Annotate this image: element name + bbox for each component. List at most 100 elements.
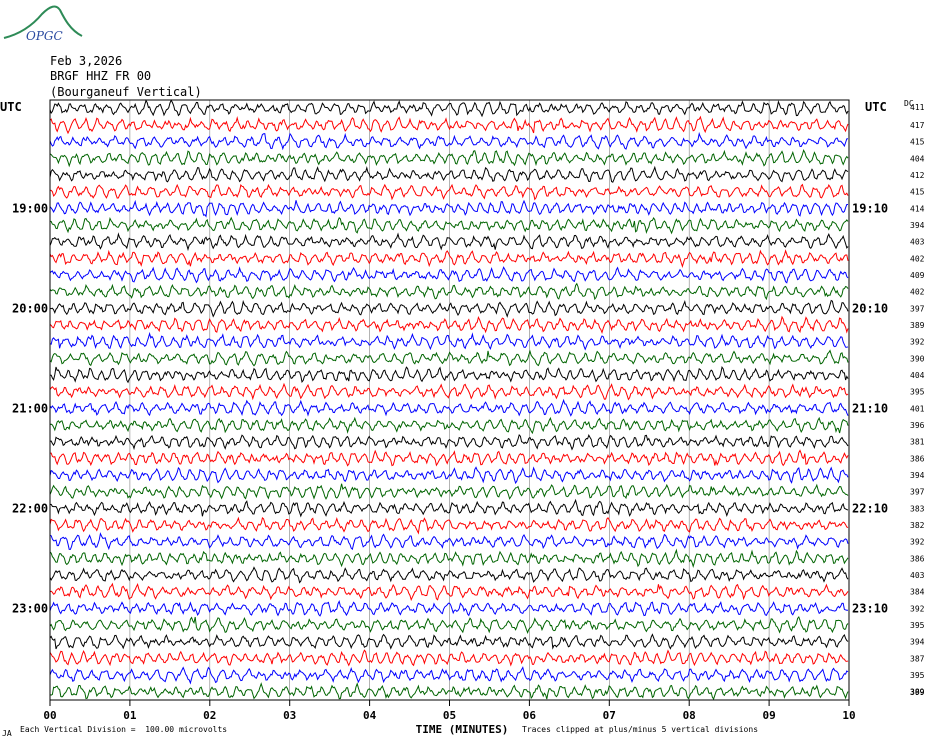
dc-offset-label: 392 [910,338,925,347]
trace-row [49,466,849,485]
left-utc-label: UTC [0,100,22,114]
trace-row [49,433,849,451]
minute-grid [129,100,770,700]
dc-offset-label: 386 [910,454,925,463]
dc-offset-label: 414 [910,204,925,213]
x-axis-ticks: 00 01 02 03 04 05 06 07 08 09 10 [43,700,856,722]
dc-offset-label: 392 [910,538,925,547]
trace-row [49,382,849,401]
dc-offset-label: 394 [910,471,925,480]
dc-offset-label: 396 [910,421,925,430]
right-time-label: 22:10 [852,501,888,515]
dc-offset-label: 382 [910,521,925,530]
dc-offset-label: 399 [910,688,925,697]
trace-row [49,149,849,168]
trace-row [49,315,849,335]
right-utc-label: UTC [865,100,887,114]
trace-row [49,115,849,135]
dc-offset-label: 397 [910,488,925,497]
trace-row [49,416,849,435]
footer-clip-note: Traces clipped at plus/minus 5 vertical … [522,725,759,734]
header-location: (Bourganeuf Vertical) [50,85,202,99]
trace-row [49,349,849,367]
dc-offset-label: 389 [910,321,925,330]
x-tick-label: 08 [683,709,696,722]
trace-row [49,365,849,384]
footer-scale-note: Each Vertical Division = 100.00 microvol… [20,725,228,734]
trace-row [49,483,849,500]
dc-offset-label: 403 [910,571,925,580]
header-station: BRGF HHZ FR 00 [50,69,152,83]
x-tick-label: 10 [842,709,855,722]
dc-offset-label: 415 [910,138,925,147]
left-time-label: 21:00 [12,401,48,415]
header-date: Feb 3,2026 [50,54,123,68]
trace-row [50,449,849,467]
dc-offset-label: 411 [910,103,925,112]
dc-offset-labels: 411 417 415 404 412 415 414 394 403 402 409 402 397 3… [910,103,925,697]
trace-row [49,566,849,584]
trace-row [49,183,849,201]
trace-row [49,649,849,667]
trace-row [49,532,849,551]
dc-offset-label: 417 [910,121,925,130]
x-tick-label: 04 [363,709,377,722]
dc-offset-label: 386 [910,554,925,563]
dc-offset-label: 395 [910,388,925,397]
trace-row [49,548,849,569]
left-time-label: 20:00 [12,301,48,315]
dc-offset-label: 395 [910,621,925,630]
trace-row [49,216,849,235]
trace-row [49,165,849,183]
left-time-label: 22:00 [12,501,48,515]
footer-scale-prefix: JA [2,729,12,738]
trace-row [49,249,849,268]
right-time-label: 23:10 [852,601,888,615]
dc-offset-label: 403 [910,238,925,247]
dc-offset-label: 409 [910,271,925,280]
left-time-label: 23:00 [12,601,48,615]
x-tick-label: 05 [443,709,456,722]
seismic-traces [49,99,849,701]
trace-row [49,398,849,417]
dc-offset-label: 381 [910,438,925,447]
dc-offset-label: 389 [910,688,925,697]
trace-row [49,99,849,118]
trace-row [49,266,849,284]
dc-offset-label: 404 [910,371,925,380]
logo-text: OPGC [26,29,63,43]
left-time-label: 19:00 [12,201,48,215]
dc-offset-label: 395 [910,671,925,680]
dc-offset-label: 394 [910,638,925,647]
trace-row [49,666,849,685]
trace-row [49,682,849,701]
dc-offset-label: 394 [910,221,925,230]
trace-row [49,299,849,318]
dc-offset-label: 384 [910,588,925,597]
trace-row [49,232,849,252]
x-tick-label: 03 [283,709,296,722]
right-time-label: 20:10 [852,301,888,315]
dc-label: DC [904,99,914,108]
dc-offset-label: 397 [910,304,925,313]
right-time-label: 19:10 [852,201,888,215]
dc-offset-label: 402 [910,288,925,297]
trace-row [49,516,849,535]
x-tick-label: 02 [203,709,216,722]
trace-row [49,331,849,351]
dc-offset-label: 415 [910,188,925,197]
x-tick-label: 01 [123,709,137,722]
trace-row [49,615,849,635]
trace-row [49,582,849,602]
x-tick-label: 06 [523,709,537,722]
dc-offset-label: 402 [910,254,925,263]
dc-offset-label: 390 [910,354,925,363]
dc-offset-label: 392 [910,604,925,613]
trace-row [49,633,849,650]
trace-row [49,282,849,301]
x-axis-label: TIME (MINUTES) [416,723,509,736]
dc-offset-label: 401 [910,404,925,413]
dc-offset-label: 412 [910,171,925,180]
trace-row [49,599,848,617]
